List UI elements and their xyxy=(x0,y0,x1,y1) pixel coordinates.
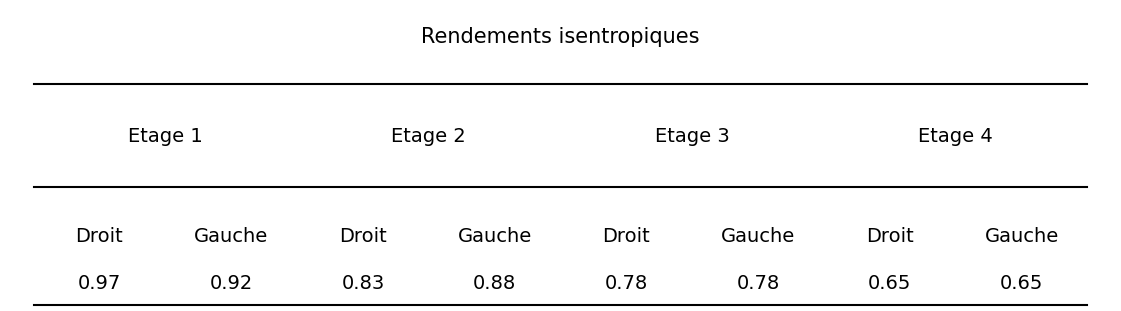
Text: Gauche: Gauche xyxy=(194,227,268,246)
Text: Rendements isentropiques: Rendements isentropiques xyxy=(421,27,700,47)
Text: Droit: Droit xyxy=(339,227,387,246)
Text: 0.92: 0.92 xyxy=(210,273,253,293)
Text: Droit: Droit xyxy=(865,227,914,246)
Text: Etage 1: Etage 1 xyxy=(128,127,203,146)
Text: Etage 2: Etage 2 xyxy=(391,127,466,146)
Text: 0.83: 0.83 xyxy=(341,273,385,293)
Text: Gauche: Gauche xyxy=(721,227,795,246)
Text: Droit: Droit xyxy=(75,227,123,246)
Text: Etage 3: Etage 3 xyxy=(655,127,730,146)
Text: 0.78: 0.78 xyxy=(604,273,648,293)
Text: Droit: Droit xyxy=(602,227,650,246)
Text: 0.78: 0.78 xyxy=(736,273,780,293)
Text: 0.65: 0.65 xyxy=(868,273,911,293)
Text: Gauche: Gauche xyxy=(457,227,531,246)
Text: Etage 4: Etage 4 xyxy=(918,127,993,146)
Text: 0.88: 0.88 xyxy=(473,273,517,293)
Text: 0.97: 0.97 xyxy=(77,273,121,293)
Text: Gauche: Gauche xyxy=(984,227,1058,246)
Text: 0.65: 0.65 xyxy=(1000,273,1044,293)
